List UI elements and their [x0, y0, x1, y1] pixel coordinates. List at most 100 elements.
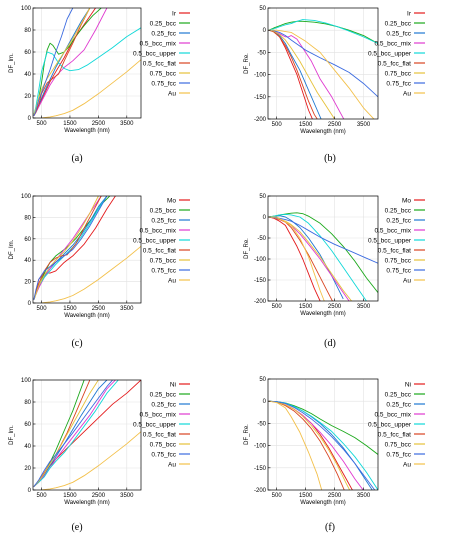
x-tick-label: 1500 — [299, 493, 313, 499]
legend: Mo 0.25_bcc 0.25_fcc 0.5_bcc_mix 0.5_bcc_upp… — [368, 197, 425, 284]
series-line-0-5-bcc-mix — [33, 380, 116, 488]
y-tick-label: -150 — [254, 466, 267, 472]
series-line-0-75-fcc — [33, 8, 74, 116]
series-line-mo — [268, 216, 321, 301]
y-tick-label: 60 — [24, 50, 31, 56]
x-axis-label: Wavelength (nm) — [64, 500, 109, 506]
x-tick-label: 2500 — [92, 493, 106, 499]
legend-label: Au — [168, 277, 176, 284]
legend-label: 0.5_fcc_flat — [143, 431, 176, 438]
series-line-0-5-bcc-upper — [268, 19, 378, 44]
y-tick-label: -100 — [254, 444, 267, 450]
series-line-0-5-bcc-upper — [268, 214, 367, 301]
x-tick-label: 1500 — [63, 493, 77, 499]
legend: Ni 0.25_bcc 0.25_fcc 0.5_bcc_mix 0.5_bcc_upp… — [368, 381, 425, 468]
plot-frame — [267, 7, 379, 120]
y-tick-label: -200 — [254, 117, 267, 123]
y-tick-label: 40 — [24, 72, 31, 78]
x-tick-label: 1500 — [299, 304, 313, 310]
legend-label: Au — [168, 90, 176, 97]
legend-label: 0.25_fcc — [386, 401, 411, 408]
y-tick-label: 100 — [21, 194, 32, 200]
x-tick-label: 2500 — [328, 304, 342, 310]
legend-label: 0.5_fcc_flat — [378, 431, 411, 438]
legend-label: 0.5_fcc_flat — [143, 60, 176, 67]
x-axis-label: Wavelength (nm) — [300, 129, 345, 135]
x-tick-label: 1500 — [299, 122, 313, 128]
legend-label: 0.75_fcc — [386, 267, 411, 274]
legend-label: Mo — [167, 197, 176, 204]
legend-label: 0.5_bcc_upper — [368, 50, 412, 57]
y-tick-label: -100 — [254, 73, 267, 79]
series-line-0-25-bcc — [268, 20, 378, 44]
plot-area — [33, 8, 141, 118]
x-tick-label: 500 — [272, 493, 283, 499]
legend-label: 0.5_bcc_upper — [368, 421, 412, 428]
legend-label: 0.5_bcc_upper — [133, 237, 177, 244]
y-tick-label: 0 — [263, 28, 267, 34]
y-tick-label: 20 — [24, 94, 31, 100]
legend: Ir 0.25_bcc 0.25_fcc 0.5_bcc_mix 0.5_bcc_upp… — [368, 10, 425, 97]
legend-label: Au — [403, 277, 411, 284]
y-tick-label: 0 — [28, 116, 32, 122]
legend-label: Ir — [172, 10, 177, 17]
legend-label: 0.75_fcc — [151, 80, 176, 87]
series-line-au — [41, 245, 141, 303]
legend-label: Au — [168, 461, 176, 468]
plot-area — [33, 196, 141, 303]
y-tick-label: 100 — [21, 6, 32, 12]
panel-label: (b) — [324, 153, 336, 164]
series-line-0-25-bcc — [33, 8, 102, 115]
panel-label: (a) — [71, 153, 82, 164]
legend-label: 0.5_bcc_mix — [140, 411, 177, 418]
y-tick-label: 0 — [263, 399, 267, 405]
y-tick-label: -50 — [257, 50, 266, 56]
y-axis-label: DF_Re. — [244, 424, 250, 445]
legend-label: Ir — [407, 10, 412, 17]
x-tick-label: 500 — [37, 121, 48, 127]
legend-label: 0.75_bcc — [150, 441, 177, 448]
series-line-0-75-fcc — [33, 196, 108, 300]
legend-label: 0.75_fcc — [386, 451, 411, 458]
y-tick-label: 40 — [24, 444, 31, 450]
y-tick-label: 0 — [28, 488, 32, 494]
y-tick-label: 80 — [24, 215, 31, 221]
series-line-au — [41, 431, 141, 490]
legend-label: 0.5_bcc_upper — [368, 237, 412, 244]
legend-label: 0.75_fcc — [386, 80, 411, 87]
plot-frame — [32, 379, 142, 491]
plot-area — [268, 8, 378, 119]
x-tick-label: 3500 — [357, 304, 371, 310]
series-line-0-5-bcc-upper — [33, 27, 141, 115]
series-line-0-5-bcc-upper — [33, 380, 119, 488]
series-line-0-75-fcc — [33, 380, 113, 487]
x-tick-label: 500 — [37, 306, 48, 312]
legend-label: 0.75_fcc — [151, 451, 176, 458]
legend-label: 0.5_fcc_flat — [378, 247, 411, 254]
legend-label: 0.75_bcc — [385, 257, 412, 264]
y-axis-label: DF_Re. — [244, 238, 250, 259]
series-line-0-75-fcc — [268, 29, 378, 98]
x-axis-label: Wavelength (nm) — [64, 313, 109, 319]
x-tick-label: 2500 — [92, 306, 106, 312]
plot-area — [268, 196, 378, 301]
legend: Ir 0.25_bcc 0.25_fcc 0.5_bcc_mix 0.5_bcc_upp… — [133, 10, 190, 97]
y-tick-label: -200 — [254, 488, 267, 494]
chart-panel-6: 500 1500 2500 3500 -200 -150 -100 -50 0 50 Wavelen… — [244, 377, 425, 533]
panel-label: (c) — [71, 338, 82, 349]
y-tick-label: -50 — [257, 236, 266, 242]
y-tick-label: 100 — [21, 378, 32, 384]
legend-label: 0.75_bcc — [150, 70, 177, 77]
y-tick-label: 20 — [24, 280, 31, 286]
panel-label: (f) — [325, 522, 335, 533]
x-tick-label: 500 — [272, 304, 283, 310]
legend-label: 0.75_bcc — [385, 441, 412, 448]
series-line-0-75-bcc — [33, 196, 99, 300]
y-tick-label: 20 — [24, 466, 31, 472]
plot-frame — [32, 195, 142, 304]
y-tick-label: -200 — [254, 299, 267, 305]
x-tick-label: 1500 — [63, 306, 77, 312]
legend-label: 0.25_bcc — [150, 20, 177, 27]
x-axis-label: Wavelength (nm) — [300, 311, 345, 317]
x-tick-label: 3500 — [357, 493, 371, 499]
